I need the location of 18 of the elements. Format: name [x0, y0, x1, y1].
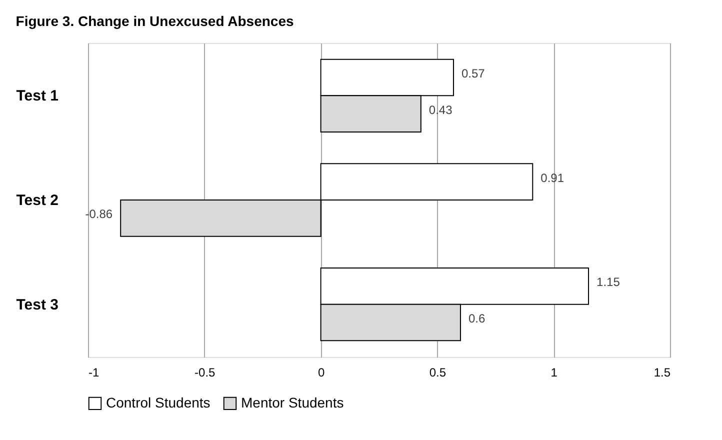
x-tick-label: 0.5: [429, 366, 446, 380]
x-tick-label: 1.5: [654, 366, 671, 380]
legend-label: Mentor Students: [241, 394, 344, 410]
data-label: 1.15: [596, 275, 620, 290]
data-label: 0.91: [540, 170, 564, 185]
y-tick-label: Test 3: [16, 296, 58, 314]
chart-title: Figure 3. Change in Unexcused Absences: [16, 13, 294, 29]
data-label: -0.86: [85, 207, 113, 222]
data-label: 0.6: [468, 311, 486, 326]
x-tick-label: -1: [88, 366, 100, 380]
x-tick-label: 0: [318, 366, 325, 380]
y-tick-label: Test 2: [16, 192, 58, 209]
legend-label: Control Students: [106, 394, 210, 410]
x-tick-label: 1: [550, 366, 558, 380]
data-label: 0.57: [461, 66, 486, 81]
x-tick-label: -0.5: [194, 366, 216, 380]
y-tick-label: Test 1: [16, 88, 58, 105]
data-label: 0.43: [428, 102, 453, 117]
